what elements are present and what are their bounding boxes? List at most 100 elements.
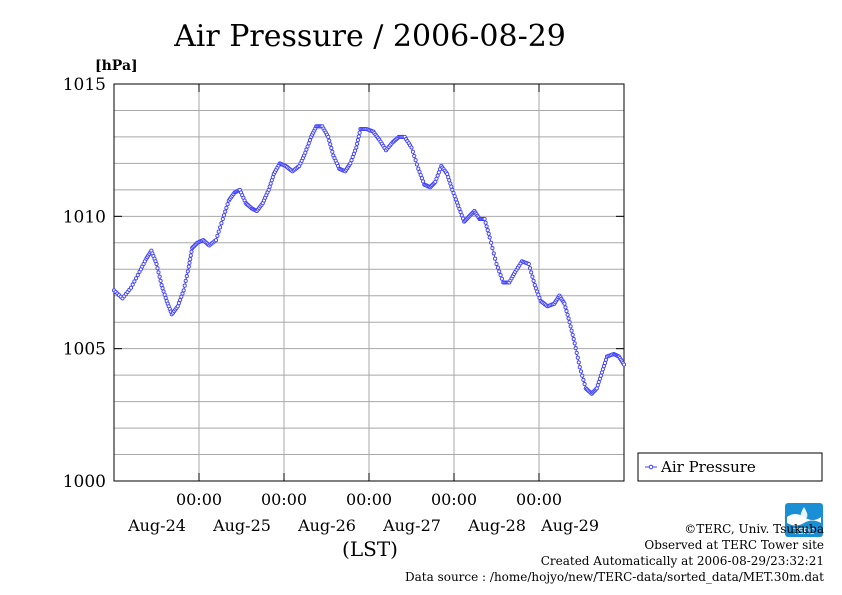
data-point	[533, 286, 538, 291]
data-point	[178, 297, 183, 303]
data-point	[215, 233, 220, 238]
data-point	[330, 149, 335, 154]
observed-site-text: Observed at TERC Tower site	[644, 538, 824, 552]
data-point	[303, 150, 308, 155]
data-point	[161, 289, 166, 294]
data-point	[159, 283, 164, 288]
data-point	[354, 145, 359, 150]
data-point	[353, 148, 358, 153]
data-point	[487, 235, 492, 240]
data-point	[434, 176, 439, 181]
data-point	[351, 151, 356, 156]
data-point	[306, 141, 311, 146]
data-point	[575, 355, 580, 360]
data-point	[130, 282, 135, 287]
data-point	[621, 362, 627, 367]
data-point	[181, 288, 186, 293]
data-point	[348, 161, 353, 166]
data-point	[305, 144, 310, 149]
y-tick-label: 1010	[63, 207, 106, 227]
data-point	[157, 274, 162, 279]
data-point	[187, 260, 192, 265]
data-point	[489, 240, 494, 245]
data-point	[160, 286, 165, 291]
data-point	[566, 316, 571, 321]
data-point	[414, 162, 419, 167]
data-point	[357, 130, 362, 135]
data-point	[224, 205, 229, 210]
data-point	[574, 350, 579, 355]
data-point	[155, 266, 160, 271]
data-point	[183, 278, 188, 283]
data-point	[568, 324, 573, 329]
data-point	[603, 357, 609, 362]
data-point	[600, 367, 605, 372]
data-point	[219, 221, 224, 226]
legend: Air Pressure	[637, 452, 823, 482]
data-point	[326, 134, 331, 139]
data-point	[156, 270, 161, 275]
data-point	[582, 382, 587, 387]
x-tick-date-label: Aug-29	[540, 516, 599, 535]
terc-logo: TERC	[785, 503, 823, 537]
data-point	[493, 256, 498, 261]
data-point	[482, 216, 487, 222]
data-point	[456, 203, 461, 208]
y-axis-unit-label: [hPa]	[95, 58, 138, 74]
data-point	[445, 171, 450, 177]
data-point	[435, 173, 440, 178]
data-point	[490, 246, 495, 251]
legend-box	[637, 452, 823, 482]
data-source-text: Data source : /home/hojyo/new/TERC-data/…	[405, 570, 824, 584]
logo-text: TERC	[793, 527, 815, 536]
data-point	[355, 141, 360, 146]
created-timestamp-text: Created Automatically at 2006-08-29/23:3…	[540, 554, 824, 568]
data-point	[267, 184, 272, 189]
data-point	[419, 176, 424, 181]
data-point	[355, 138, 360, 143]
data-point	[573, 346, 578, 351]
data-point	[185, 269, 190, 274]
data-point	[356, 134, 361, 139]
data-point	[576, 360, 581, 365]
data-point	[570, 332, 575, 337]
data-point	[266, 187, 271, 192]
data-point	[213, 238, 219, 243]
legend-label: Air Pressure	[660, 458, 756, 476]
chart-title: Air Pressure / 2006-08-29	[173, 19, 566, 54]
data-point	[598, 373, 603, 378]
data-point	[188, 257, 193, 262]
data-point	[458, 210, 463, 215]
data-point	[451, 190, 456, 196]
data-point	[135, 273, 140, 278]
data-point	[180, 291, 185, 296]
data-point	[596, 379, 601, 385]
copyright-text: ©TERC, Univ. Tsukuba	[684, 522, 824, 536]
data-point	[223, 209, 228, 214]
data-point	[578, 369, 584, 374]
data-point	[562, 301, 567, 306]
data-point	[327, 138, 332, 143]
x-tick-date-label: Aug-26	[297, 516, 356, 535]
data-point	[594, 386, 599, 391]
data-point	[529, 270, 534, 275]
data-point	[186, 264, 191, 269]
credits-block: ©TERC, Univ. Tsukuba Observed at TERC To…	[405, 521, 824, 585]
data-point	[182, 283, 187, 288]
data-point	[410, 149, 415, 154]
data-point	[409, 145, 414, 150]
data-point	[412, 153, 417, 159]
data-point	[413, 158, 418, 163]
data-point	[436, 170, 441, 175]
data-point	[225, 202, 230, 207]
data-point	[216, 229, 221, 234]
x-tick-time-label: 00:00	[176, 490, 222, 509]
data-point	[459, 213, 464, 218]
x-tick-time-label: 00:00	[516, 490, 562, 509]
x-tick-time-label: 00:00	[346, 490, 392, 509]
grid-lines	[114, 84, 624, 481]
x-tick-date-label: Aug-24	[127, 516, 186, 535]
data-point	[567, 320, 572, 325]
data-point	[158, 278, 163, 283]
data-point	[128, 285, 134, 290]
